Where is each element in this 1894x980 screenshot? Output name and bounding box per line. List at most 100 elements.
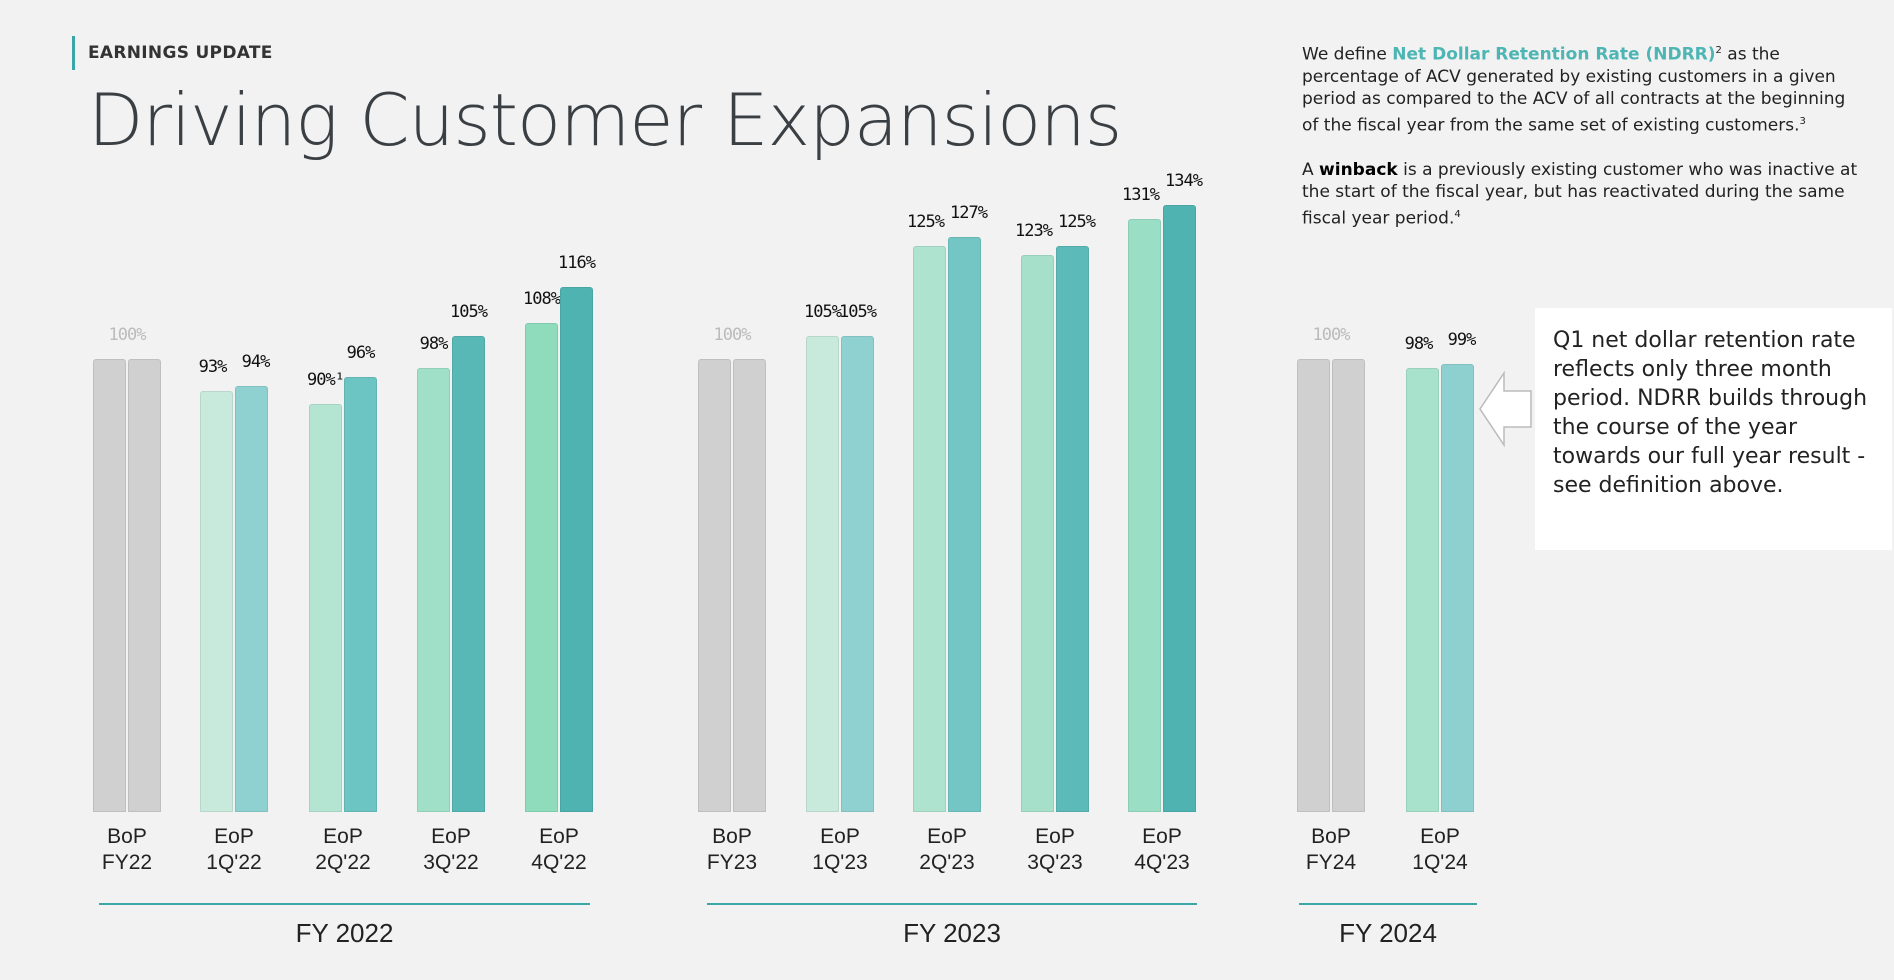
group-label: FY 2022 <box>295 918 394 948</box>
category-label-line1: EoP <box>1035 825 1075 848</box>
category-label-line2: 4Q'23 <box>1134 851 1190 874</box>
category-label-line2: FY23 <box>706 851 758 874</box>
bar-bop <box>1332 359 1365 812</box>
category-label: EoP 3Q'23 <box>1000 824 1110 876</box>
bar-bop <box>1297 359 1330 812</box>
value-label: 123% <box>1015 220 1053 241</box>
category-label-line1: EoP <box>1142 825 1182 848</box>
category-label-line2: 3Q'23 <box>1027 851 1083 874</box>
value-label: 100% <box>108 325 147 345</box>
bar-ndrr <box>309 404 342 812</box>
category-label: BoP FY23 <box>677 824 787 876</box>
bar-ndrr <box>200 390 233 812</box>
footnote-ref: 3 <box>1799 115 1806 127</box>
value-label: 127% <box>950 202 988 223</box>
footnote-ref: 2 <box>1715 45 1722 56</box>
category-label-line1: BoP <box>107 825 147 848</box>
bar-ndrr <box>806 336 839 812</box>
value-label: 105% <box>450 302 488 323</box>
category-label: BoP FY24 <box>1276 824 1386 876</box>
category-label-line1: EoP <box>927 825 967 848</box>
bar-ndrr-winback <box>948 236 981 812</box>
value-label: 134% <box>1165 170 1203 191</box>
definitions: We define Net Dollar Retention Rate (NDR… <box>1302 40 1862 252</box>
category-label: EoP 2Q'22 <box>288 824 398 876</box>
bar-ndrr <box>913 245 946 812</box>
value-label: 131% <box>1122 184 1160 205</box>
bar-bop <box>128 359 161 812</box>
winback-term: winback <box>1319 159 1398 180</box>
category-label-line2: 1Q'23 <box>812 851 868 874</box>
bar-ndrr-winback <box>1441 363 1474 812</box>
bar-ndrr-winback <box>560 286 593 812</box>
ndrr-definition: We define Net Dollar Retention Rate (NDR… <box>1302 40 1862 137</box>
category-label: EoP 1Q'24 <box>1385 824 1495 876</box>
category-label-line2: 2Q'22 <box>315 851 371 874</box>
bar-ndrr-winback <box>841 336 874 812</box>
value-label: 125% <box>1058 211 1096 232</box>
bar-ndrr <box>525 322 558 812</box>
category-label-line1: EoP <box>820 825 860 848</box>
category-label-line2: 4Q'22 <box>531 851 587 874</box>
bar-bop <box>733 359 766 812</box>
value-label: 93% <box>198 356 228 377</box>
value-label: 90%¹ <box>307 370 345 391</box>
category-label: EoP 2Q'23 <box>892 824 1002 876</box>
bar-ndrr <box>1128 218 1161 812</box>
category-label: EoP 4Q'23 <box>1107 824 1217 876</box>
page-title: Driving Customer Expansions <box>88 78 1122 162</box>
category-label-line2: 1Q'24 <box>1412 851 1468 874</box>
bar-ndrr <box>1406 368 1439 812</box>
value-label: 98% <box>419 334 449 355</box>
category-label-line2: FY22 <box>101 851 153 874</box>
value-label: 94% <box>241 352 271 373</box>
bar-ndrr-winback <box>1056 245 1089 812</box>
category-label: EoP 4Q'22 <box>504 824 614 876</box>
bar-ndrr-winback <box>344 377 377 812</box>
value-label: 105% <box>839 302 877 323</box>
category-label-line1: EoP <box>431 825 471 848</box>
bar-ndrr <box>1021 254 1054 812</box>
category-label-line2: 2Q'23 <box>919 851 975 874</box>
text: We define <box>1302 44 1393 65</box>
bar-ndrr-winback <box>452 336 485 812</box>
category-label-line1: BoP <box>712 825 752 848</box>
value-label: 125% <box>907 211 945 232</box>
category-label-line2: 1Q'22 <box>206 851 262 874</box>
value-label: 98% <box>1404 334 1434 355</box>
group-divider-line <box>99 903 590 905</box>
text: as the percentage of ACV generated by ex… <box>1302 44 1846 136</box>
bar-ndrr-winback <box>235 386 268 812</box>
text: A <box>1302 159 1320 180</box>
footnote-ref: 4 <box>1454 208 1461 220</box>
category-label-line1: EoP <box>1420 825 1460 848</box>
group-divider-line <box>707 903 1197 905</box>
text: is a previously existing customer who wa… <box>1302 159 1858 229</box>
category-label-line2: FY24 <box>1305 851 1357 874</box>
category-label: EoP 3Q'22 <box>396 824 506 876</box>
bar-ndrr-winback <box>1163 204 1196 812</box>
category-label-line1: BoP <box>1311 825 1351 848</box>
category-label-line1: EoP <box>539 825 579 848</box>
category-label: EoP 1Q'23 <box>785 824 895 876</box>
value-label: 99% <box>1447 329 1477 350</box>
value-label: 100% <box>1312 325 1351 345</box>
group-divider-line <box>1299 903 1477 905</box>
ndrr-term: Net Dollar Retention Rate (NDRR) <box>1392 44 1716 65</box>
winback-definition: A winback is a previously existing custo… <box>1302 159 1862 230</box>
bar-bop <box>93 359 126 812</box>
value-label: 96% <box>346 343 376 364</box>
value-label: 116% <box>558 252 596 273</box>
category-label: BoP FY22 <box>72 824 182 876</box>
callout-note: Q1 net dollar retention rate reflects on… <box>1535 308 1892 550</box>
value-label: 100% <box>713 325 752 345</box>
value-label: 108% <box>523 288 561 309</box>
bar-ndrr <box>417 368 450 812</box>
arrow-left-icon <box>1479 370 1532 448</box>
value-label: 105% <box>804 302 842 323</box>
bar-bop <box>698 359 731 812</box>
category-label-line2: 3Q'22 <box>423 851 479 874</box>
eyebrow-label: EARNINGS UPDATE <box>72 36 273 70</box>
group-label: FY 2023 <box>903 918 1001 948</box>
group-label: FY 2024 <box>1339 918 1437 948</box>
